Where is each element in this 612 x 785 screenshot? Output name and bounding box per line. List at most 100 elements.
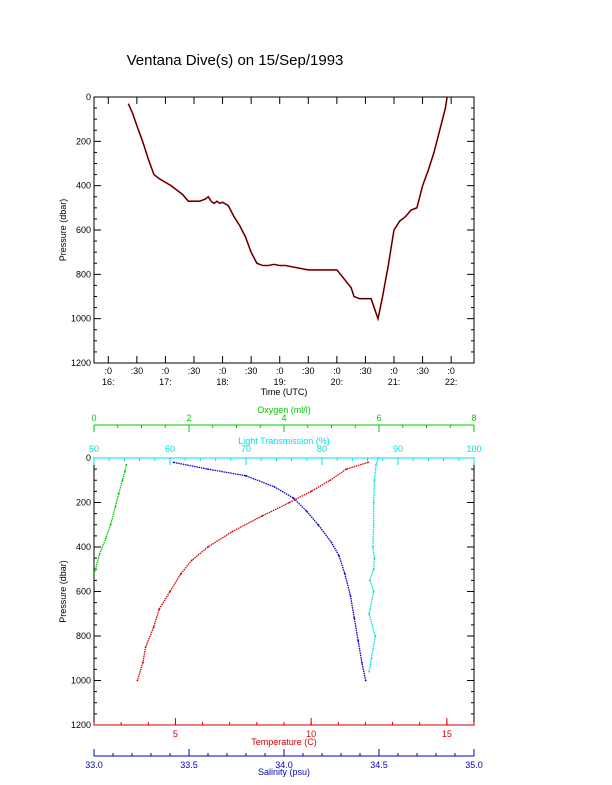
pressure-time-xtick-minute: :0 xyxy=(333,366,341,376)
salinity-point xyxy=(330,541,333,544)
profile-ytick-label: 800 xyxy=(76,631,91,641)
temperature-point xyxy=(169,590,171,593)
salinity-point xyxy=(317,523,320,526)
profile-ytick-label: 1200 xyxy=(71,720,91,730)
oxygen-point xyxy=(98,552,101,555)
salinity-point xyxy=(207,468,209,470)
light-point xyxy=(374,635,377,637)
profile-ytick-label: 400 xyxy=(76,542,91,552)
temperature-point xyxy=(190,559,193,562)
pressure-time-xtick-minute: :0 xyxy=(276,366,284,376)
oxygen-tick-label: 4 xyxy=(281,413,286,423)
salinity-point xyxy=(273,486,276,488)
light-point xyxy=(368,612,370,615)
temperature-axis-label: Temperature (C) xyxy=(251,737,317,747)
pressure-time-ytick-label: 0 xyxy=(86,92,91,102)
pressure-time-xtick-minute: :30 xyxy=(302,366,315,376)
temperature-point xyxy=(207,546,209,548)
temperature-point xyxy=(329,479,331,482)
salinity-point xyxy=(292,497,295,499)
salinity-point xyxy=(305,510,308,513)
pressure-time-xtick-minute: :0 xyxy=(105,366,113,376)
pressure-time-xtick-hour: 17: xyxy=(159,377,172,387)
oxygen-profile xyxy=(93,464,127,574)
temperature-tick-label: 10 xyxy=(306,729,316,739)
temperature-tick-label: 5 xyxy=(173,729,178,739)
pressure-time-ytick-label: 400 xyxy=(76,181,91,191)
oxygen-point xyxy=(125,463,128,466)
oxygen-point xyxy=(117,492,120,495)
dive-trace-dots xyxy=(127,96,448,322)
pressure-time-ytick-label: 1000 xyxy=(71,314,91,324)
light-point xyxy=(377,457,380,459)
oxygen-point xyxy=(105,537,107,539)
temperature-profile xyxy=(136,461,369,681)
profile-ytick-label: 600 xyxy=(76,587,91,597)
light-point xyxy=(372,546,374,548)
light-point xyxy=(368,670,370,673)
pressure-time-xtick-hour: 18: xyxy=(216,377,229,387)
pressure-time-xtick-minute: :30 xyxy=(359,366,372,376)
pressure-time-ytick-label: 800 xyxy=(76,269,91,279)
salinity-tick-label: 34.0 xyxy=(275,760,293,770)
oxygen-axis-label: Oxygen (ml/l) xyxy=(257,405,311,415)
temperature-tick-label: 15 xyxy=(442,729,452,739)
light-point xyxy=(370,657,373,660)
temperature-point xyxy=(180,572,182,575)
salinity-profile xyxy=(173,461,367,681)
temperature-point xyxy=(261,515,264,517)
light-tick-label: 100 xyxy=(466,444,481,454)
pressure-time-xtick-minute: :30 xyxy=(416,366,429,376)
temperature-point xyxy=(367,461,369,464)
light-transmission-axis-label: Light Transmission (%) xyxy=(238,436,330,446)
profile-ytick-label: 0 xyxy=(86,453,91,463)
light-profile xyxy=(368,457,379,672)
temperature-axis: 5 10 15 xyxy=(93,718,475,739)
light-point xyxy=(373,557,376,559)
oxygen-tick-label: 8 xyxy=(471,413,476,423)
oxygen-tick-label: 0 xyxy=(91,413,96,423)
temperature-point xyxy=(142,661,144,664)
light-tick-label: 80 xyxy=(317,444,327,454)
salinity-point xyxy=(361,661,363,664)
salinity-axis: 33.0 33.5 34.0 34.5 35.0 xyxy=(85,749,483,770)
oxygen-point xyxy=(93,572,95,575)
light-point xyxy=(372,501,375,504)
oxygen-tick-label: 2 xyxy=(186,413,191,423)
profile-ytick-label: 1000 xyxy=(71,676,91,686)
pressure-time-xtick-minute: :0 xyxy=(162,366,170,376)
pressure-time-xtick-hour: 21: xyxy=(388,377,401,387)
salinity-axis-label: Salinity (psu) xyxy=(258,767,310,777)
pressure-time-xtick-hour: 19: xyxy=(273,377,286,387)
salinity-point xyxy=(353,617,356,620)
figure-title: Ventana Dive(s) on 15/Sep/1993 xyxy=(127,52,344,69)
salinity-point xyxy=(343,572,346,575)
pressure-time-series xyxy=(127,96,448,322)
salinity-point xyxy=(364,679,367,682)
light-point xyxy=(375,463,377,466)
oxygen-point xyxy=(94,568,97,571)
temperature-point xyxy=(310,490,312,493)
temperature-point xyxy=(158,608,161,611)
salinity-tick-label: 34.5 xyxy=(370,760,388,770)
salinity-tick-label: 33.5 xyxy=(180,760,198,770)
pressure-time-xtick-hour: 20: xyxy=(331,377,344,387)
pressure-time-xtick-minute: :0 xyxy=(447,366,455,376)
profile-ylabel: Pressure (dbar) xyxy=(58,560,68,623)
profile-yticks: 0 200 400 600 800 1000 1200 xyxy=(71,453,474,730)
oxygen-tick-label: 6 xyxy=(376,413,381,423)
profile-frame xyxy=(93,457,475,726)
dive-trace-line xyxy=(128,96,448,320)
temperature-point xyxy=(288,501,291,504)
pressure-time-ylabel: Pressure (dbar) xyxy=(58,199,68,262)
pressure-time-xtick-minute: :0 xyxy=(390,366,398,376)
light-point xyxy=(373,479,376,482)
pressure-time-xlabel: Time (UTC) xyxy=(261,387,308,397)
salinity-point xyxy=(172,461,175,464)
oxygen-point xyxy=(121,479,124,482)
light-tick-label: 90 xyxy=(393,444,403,454)
temperature-point xyxy=(144,646,147,648)
light-tick-label: 60 xyxy=(165,444,175,454)
temperature-point xyxy=(345,468,348,470)
